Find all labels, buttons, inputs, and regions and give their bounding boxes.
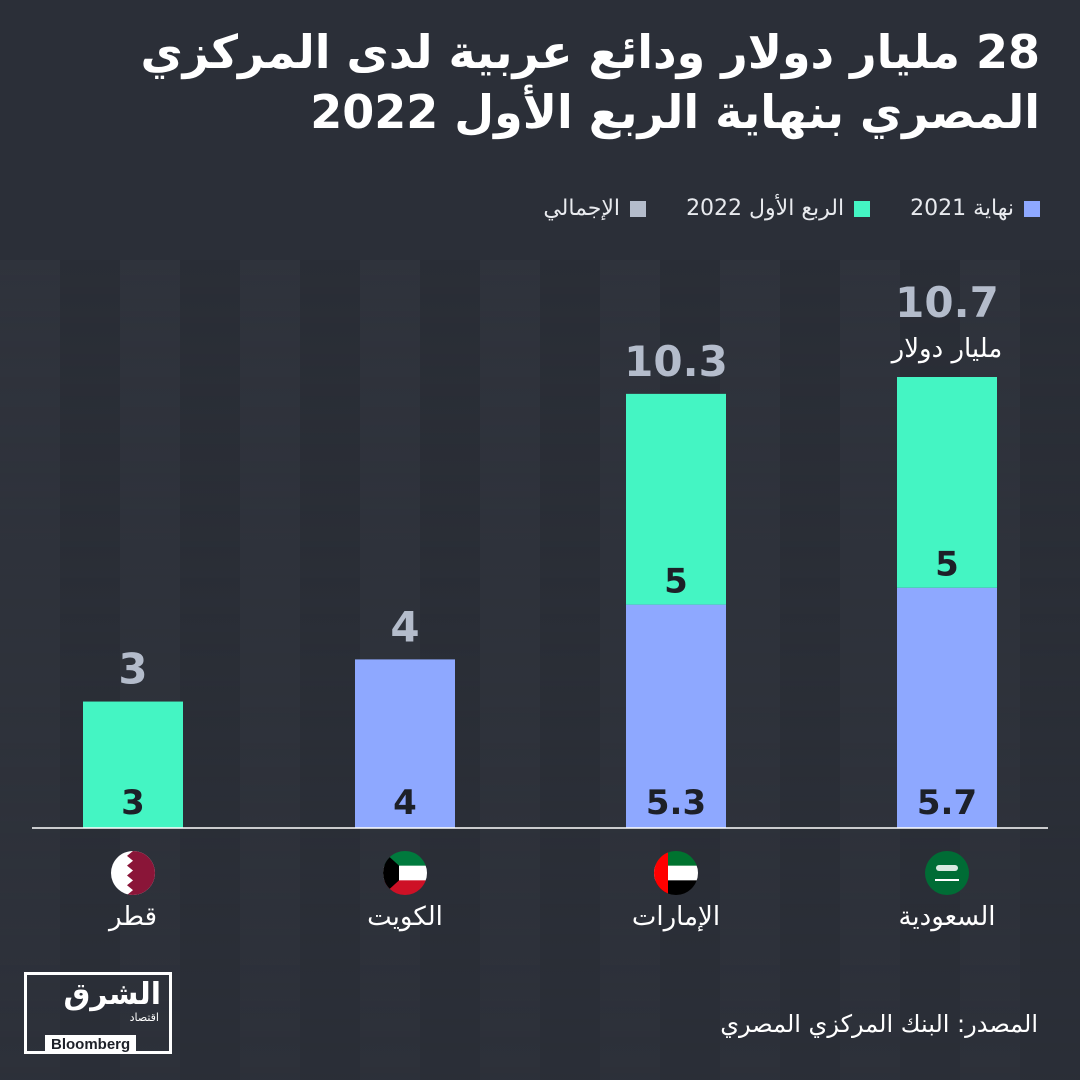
- country-label-2: الإمارات: [631, 902, 721, 932]
- bar-value-label-q1-2022-2: 5: [664, 562, 688, 602]
- logo-bloomberg-text: Bloomberg: [45, 1035, 137, 1054]
- total-label-0: 3: [118, 645, 147, 694]
- country-label-3: السعودية: [898, 902, 996, 932]
- bar-value-label-q1-2022-0: 3: [121, 783, 145, 823]
- bar-segment-q1-2022-3: [897, 377, 997, 588]
- bar-segment-q1-2022-2: [626, 393, 726, 605]
- logo-sub-text: اقتصاد: [129, 1011, 159, 1024]
- logo-arabic-text: الشرق: [63, 977, 161, 1012]
- asharq-bloomberg-logo: الشرق اقتصاد Bloomberg: [24, 972, 172, 1054]
- legend-label-q1-2022: الربع الأول 2022: [686, 196, 845, 221]
- legend-label-total: الإجمالي: [543, 196, 621, 221]
- legend-item-end-2021: نهاية 2021: [910, 196, 1040, 221]
- qatar-flag-icon: [111, 851, 155, 895]
- chart-title: 28 مليار دولار ودائع عربية لدى المركزي ا…: [140, 25, 1041, 139]
- legend-item-q1-2022: الربع الأول 2022: [686, 196, 871, 221]
- legend-swatch-total: [630, 200, 647, 217]
- bar-value-label-end-2021-1: 4: [393, 783, 417, 823]
- legend: نهاية 2021 الربع الأول 2022 الإجمالي: [543, 196, 1040, 221]
- legend-swatch-q1-2022: [854, 200, 871, 217]
- legend-swatch-end-2021: [1024, 200, 1040, 217]
- total-label-2: 10.3: [624, 337, 728, 386]
- kuwait-flag-icon: [383, 851, 427, 895]
- source-note: المصدر: البنك المركزي المصري: [720, 1010, 1038, 1038]
- bar-value-label-end-2021-2: 5.3: [646, 783, 706, 823]
- uae-flag-icon: [654, 851, 698, 895]
- bar-value-label-q1-2022-3: 5: [935, 545, 959, 585]
- country-label-1: الكويت: [367, 902, 443, 932]
- total-label-1: 4: [390, 602, 419, 651]
- bar-segment-end-2021-1: [355, 659, 455, 828]
- unit-label: مليار دولار: [890, 334, 1003, 364]
- bar-segment-end-2021-3: [897, 587, 997, 828]
- saudi-flag-icon: [925, 851, 969, 895]
- country-label-0: قطر: [108, 902, 158, 932]
- legend-item-total: الإجمالي: [543, 196, 647, 221]
- bar-value-label-end-2021-3: 5.7: [917, 783, 977, 823]
- total-label-3: 10.7: [895, 278, 999, 327]
- bar-segment-end-2021-2: [626, 604, 726, 828]
- bar-segment-q1-2022-0: [83, 701, 183, 828]
- legend-label-end-2021: نهاية 2021: [910, 196, 1014, 221]
